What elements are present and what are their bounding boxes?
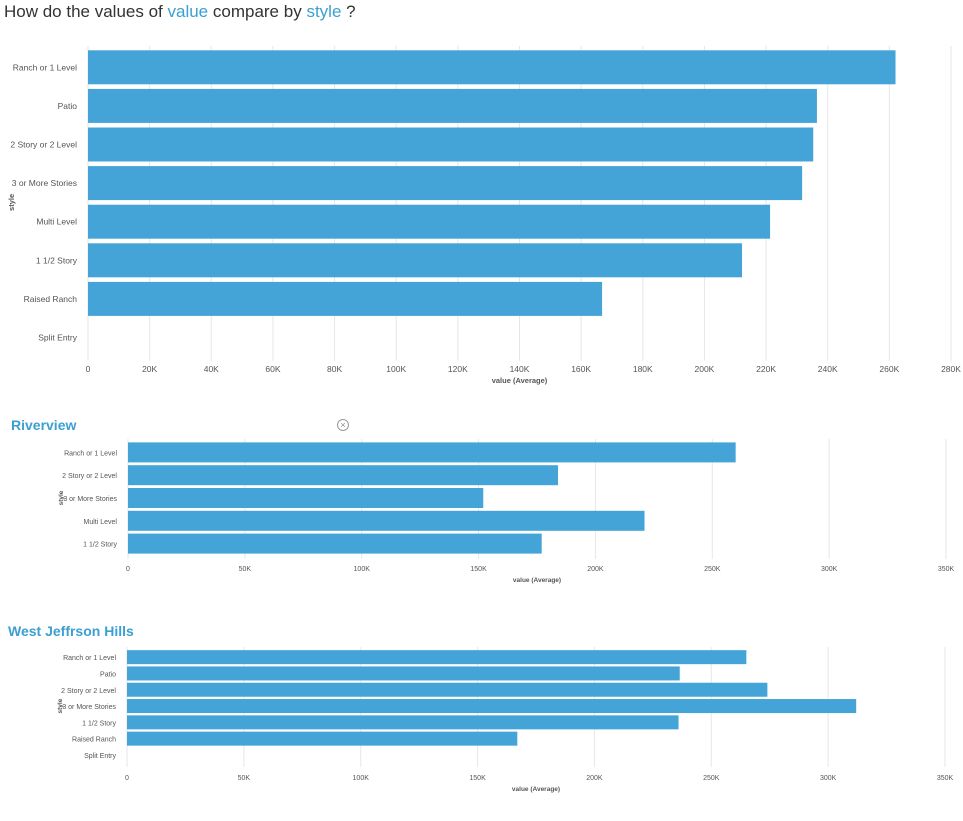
x-tick-label: 240K [818,364,838,374]
x-axis-title: value (Average) [512,786,560,793]
riverview-bar-chart: 0 50K 100K 150K 200K 250K 300K 350K Ranch or 1 L… [58,439,955,584]
bar[interactable] [127,650,747,665]
x-tick-label: 20K [142,364,157,374]
x-tick-label: 250K [703,775,720,782]
bar[interactable] [127,666,680,681]
category-label: Patio [58,101,78,111]
category-label: 2 Story or 2 Level [10,140,77,150]
x-tick-label: 200K [586,775,603,782]
category-label: Raised Ranch [24,294,78,304]
west-jeffrson-hills-bar-chart: 0 50K 100K 150K 200K 250K 300K 350K Ranch or 1 L… [57,647,954,793]
x-tick-label: 100K [353,775,370,782]
bar[interactable] [128,533,542,554]
x-axis-title: value (Average) [492,376,548,385]
x-tick-label: 280K [941,364,961,374]
bar[interactable] [128,465,559,486]
x-tick-label: 50K [238,775,251,782]
x-tick-label: 200K [694,364,714,374]
category-label: Split Entry [38,333,77,343]
x-tick-label: 300K [821,566,838,573]
category-label: Ranch or 1 Level [63,655,116,662]
measure-token[interactable]: value [167,2,209,21]
y-axis-title: style [7,194,16,211]
category-label: 1 1/2 Story [36,255,78,265]
category-label: Multi Level [84,519,118,526]
bar[interactable] [127,715,679,730]
category-label: Ranch or 1 Level [64,450,117,457]
x-tick-label: 50K [239,566,252,573]
y-axis-title: style [57,698,64,713]
x-tick-label: 140K [510,364,530,374]
category-label: Patio [100,671,116,678]
x-axis-title: value (Average) [513,577,561,584]
x-tick-label: 100K [354,566,371,573]
category-label: 1 1/2 Story [82,720,116,727]
x-tick-label: 220K [756,364,776,374]
overall-bar-chart: 0 20K 40K 60K 80K 100K 120K 140K 160K 180K 200K 220… [7,46,961,385]
category-label: Raised Ranch [72,737,116,744]
question-middle: compare by [212,2,302,21]
circle-x-icon[interactable]: × [337,419,349,431]
x-tick-label: 350K [937,775,954,782]
x-tick-label: 260K [879,364,899,374]
riverview-chart-panel: Riverview × 0 50K 100K 150K 200K 250K 300K 350K… [0,410,963,590]
bar[interactable] [127,731,518,746]
bar[interactable] [127,682,768,697]
x-tick-label: 150K [469,775,486,782]
x-tick-label: 150K [470,566,487,573]
bar[interactable] [128,488,484,508]
category-label: Multi Level [36,217,77,227]
x-tick-label: 0 [86,364,91,374]
category-label: 2 Story or 2 Level [61,688,116,695]
category-label: 1 1/2 Story [83,542,117,549]
category-label: Ranch or 1 Level [13,62,77,72]
overall-chart-panel: 0 20K 40K 60K 80K 100K 120K 140K 160K 180K 200K 220… [0,40,963,390]
x-tick-label: 60K [265,364,280,374]
x-tick-label: 0 [126,566,130,573]
question-suffix: ? [346,2,356,21]
category-label: 2 Story or 2 Level [62,473,117,480]
x-tick-label: 0 [125,775,129,782]
question-prefix: How do the values of [4,2,163,21]
west-jeffrson-hills-chart-panel: West Jeffrson Hills 0 50K 100K 150K 200K 250K… [0,615,963,805]
x-tick-label: 300K [820,775,837,782]
question-title: How do the values of value compare by st… [4,2,356,22]
bar[interactable] [88,243,743,278]
bar[interactable] [88,166,803,201]
category-label: 3 or More Stories [12,178,77,188]
bar[interactable] [127,699,857,714]
x-tick-label: 40K [204,364,219,374]
x-tick-label: 180K [633,364,653,374]
x-tick-label: 250K [704,566,721,573]
x-tick-label: 120K [448,364,468,374]
bar[interactable] [88,50,896,85]
bar[interactable] [128,510,645,531]
category-label: Split Entry [84,753,116,760]
category-label: 3 or More Stories [62,704,116,711]
bar[interactable] [88,204,771,239]
dimension-token[interactable]: style [306,2,342,21]
bar[interactable] [88,88,817,123]
category-label: 3 or More Stories [63,496,117,503]
bar[interactable] [88,127,814,162]
bar[interactable] [88,281,603,316]
bar[interactable] [128,442,736,463]
panel-title: West Jeffrson Hills [8,623,134,639]
panel-title: Riverview [11,417,77,433]
x-tick-label: 160K [571,364,591,374]
x-tick-label: 100K [386,364,406,374]
x-tick-label: 350K [938,566,955,573]
y-axis-title: style [58,490,65,505]
x-tick-label: 200K [587,566,604,573]
x-tick-label: 80K [327,364,342,374]
